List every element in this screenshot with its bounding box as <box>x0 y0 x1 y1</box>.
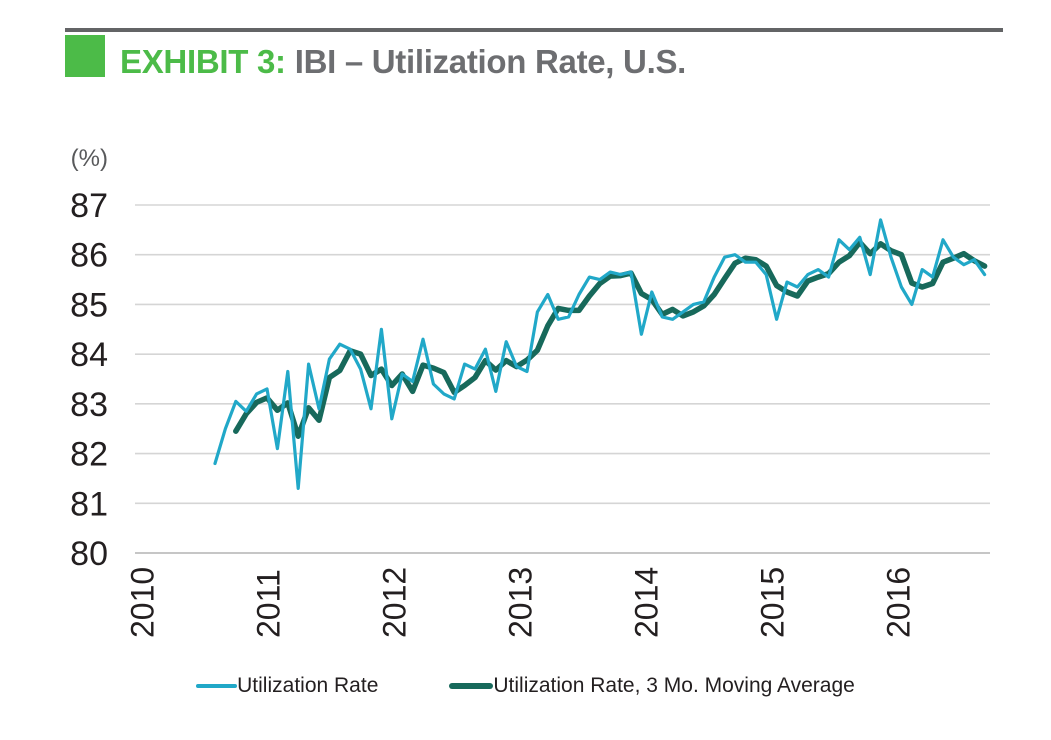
x-tick-label-2014: 2014 <box>629 567 665 638</box>
utilization-rate-line <box>213 218 987 490</box>
x-tick-label-2010: 2010 <box>125 567 161 638</box>
y-axis-tick-labels: 87 86 85 84 83 82 81 80 <box>70 187 108 573</box>
exhibit-label: EXHIBIT 3: <box>120 43 286 80</box>
y-tick-label-82: 82 <box>70 436 108 474</box>
page-title: EXHIBIT 3: IBI – Utilization Rate, U.S. <box>120 44 686 80</box>
y-tick-label-86: 86 <box>70 237 108 275</box>
y-tick-label-80: 80 <box>70 535 108 573</box>
y-axis-unit-label: (%) <box>71 145 108 172</box>
x-tick-label-2013: 2013 <box>503 567 539 638</box>
x-tick-label-2016: 2016 <box>881 567 917 638</box>
header-rule <box>65 28 1003 32</box>
legend-label-utilization-rate: Utilization Rate <box>237 674 379 697</box>
legend-item-utilization-rate: Utilization Rate <box>196 674 378 698</box>
legend-item-moving-average: Utilization Rate, 3 Mo. Moving Average <box>449 674 855 698</box>
x-tick-label-2012: 2012 <box>377 567 413 638</box>
x-axis-tick-labels: 2010 2011 2012 2013 2014 2015 2016 <box>125 567 917 638</box>
y-tick-label-87: 87 <box>70 187 108 225</box>
title-text: IBI – Utilization Rate, U.S. <box>294 43 687 80</box>
utilization-rate-swatch-icon <box>196 684 238 688</box>
chart-legend: Utilization Rate Utilization Rate, 3 Mo.… <box>0 670 1051 702</box>
moving-average-swatch-icon <box>449 683 494 689</box>
exhibit-accent-square <box>65 35 105 77</box>
legend-label-moving-average: Utilization Rate, 3 Mo. Moving Average <box>493 674 855 697</box>
y-tick-label-83: 83 <box>70 386 108 424</box>
x-tick-label-2011: 2011 <box>251 569 287 638</box>
y-tick-label-85: 85 <box>70 286 108 324</box>
x-tick-label-2015: 2015 <box>755 567 791 638</box>
gridlines <box>135 204 990 554</box>
y-tick-label-84: 84 <box>70 336 108 374</box>
y-tick-label-81: 81 <box>70 485 108 523</box>
